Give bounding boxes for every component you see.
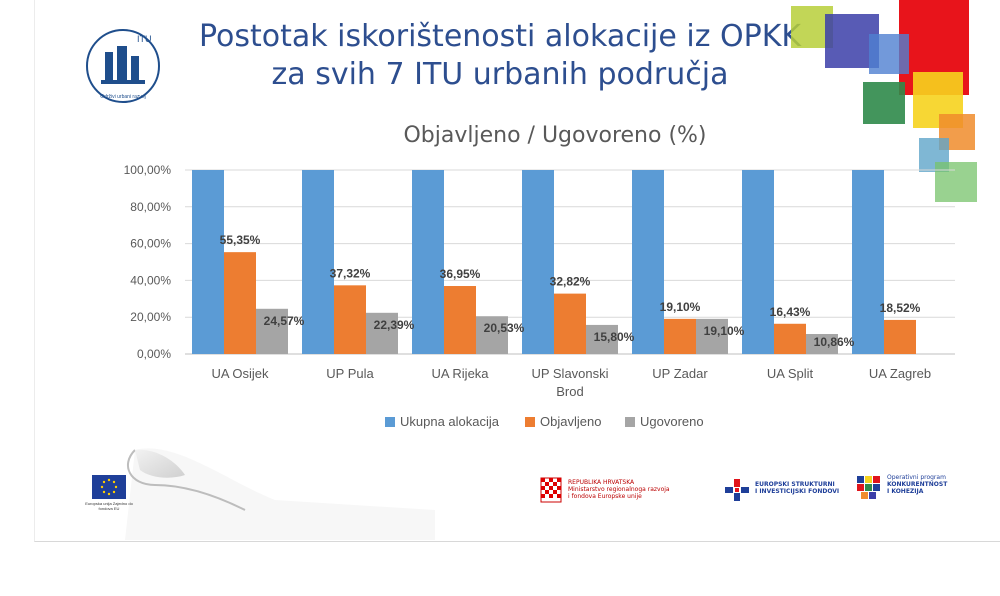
legend-swatch <box>385 417 395 427</box>
data-label: 18,52% <box>880 301 921 315</box>
x-tick-label: UP Slavonski <box>531 366 608 381</box>
slide: ITU Održivi urbani razvoj Postotak iskor… <box>34 0 1000 542</box>
data-label: 24,57% <box>264 314 305 328</box>
legend-swatch <box>525 417 535 427</box>
ministry-line-2: Ministarstvo regionalnoga razvoja <box>568 486 670 493</box>
bar-ugovoreno <box>366 312 398 354</box>
logo-caption: Održivi urbani razvoj <box>100 94 146 100</box>
bar-ukupna-alokacija <box>632 170 664 354</box>
x-tick-label: UP Pula <box>326 366 374 381</box>
bar-objavljeno <box>664 318 696 354</box>
data-label: 16,43% <box>770 305 811 319</box>
data-label: 10,86% <box>814 335 855 349</box>
data-label: 37,32% <box>330 266 371 280</box>
title-line-1: Postotak iskorištenosti alokacije iz OPK… <box>198 19 802 54</box>
opkk-mosaic-icon <box>857 476 880 499</box>
bar-objavljeno <box>334 285 366 354</box>
legend-swatch <box>625 417 635 427</box>
data-label: 36,95% <box>440 267 481 281</box>
bar-ugovoreno <box>806 334 838 354</box>
ministry-line-1: REPUBLIKA HRVATSKA <box>568 479 635 486</box>
ministry-line-3: i fondova Europske unije <box>568 493 642 500</box>
title-line-2: za svih 7 ITU urbanih područja <box>271 57 729 92</box>
opkk-logo: Operativni program KONKURENTNOST I KOHEZ… <box>857 472 987 506</box>
legend-entry: Ukupna alokacija <box>400 414 500 429</box>
esif-star-icon <box>725 479 749 501</box>
footer: Europska unija Zajedno do fondova EU REP… <box>35 430 1000 541</box>
esif-line-2: I INVESTICIJSKI FONDOVI <box>755 488 840 495</box>
bar-objavljeno <box>444 286 476 354</box>
itu-logo-icon: ITU Održivi urbani razvoj <box>86 29 160 103</box>
eu-logo: Europska unija Zajedno do fondova EU <box>79 475 139 545</box>
bar-objavljeno <box>224 252 256 354</box>
opkk-line-2: KONKURENTNOST <box>887 481 948 488</box>
bar-objavljeno <box>554 293 586 354</box>
esif-logo: EUROPSKI STRUKTURNI I INVESTICIJSKI FOND… <box>725 475 855 505</box>
bar-ukupna-alokacija <box>302 170 334 354</box>
x-tick-label: UA Rijeka <box>431 366 489 381</box>
data-label: 15,80% <box>594 330 635 344</box>
page-curl-decoration <box>125 448 435 540</box>
bar-objavljeno <box>774 323 806 354</box>
data-label: 19,10% <box>660 300 701 314</box>
slide-title: Postotak iskorištenosti alokacije iz OPK… <box>185 18 815 94</box>
x-tick-label: UA Split <box>767 366 814 381</box>
ministry-logo: REPUBLIKA HRVATSKA Ministarstvo regional… <box>540 475 700 505</box>
data-label: 20,53% <box>484 321 525 335</box>
y-tick-label: 80,00% <box>130 200 171 214</box>
data-label: 19,10% <box>704 324 745 338</box>
bar-chart: Objavljeno / Ugovoreno (%) 0,00% 20,00% 40… <box>124 123 955 429</box>
y-tick-label: 0,00% <box>137 347 171 361</box>
y-tick-label: 100,00% <box>124 163 172 177</box>
esif-line-1: EUROPSKI STRUKTURNI <box>755 481 835 488</box>
y-tick-label: 60,00% <box>130 237 171 251</box>
y-tick-label: 40,00% <box>130 273 171 287</box>
bar-ugovoreno <box>586 324 618 354</box>
opkk-line-3: I KOHEZIJA <box>887 488 924 495</box>
x-tick-label: UP Zadar <box>652 366 708 381</box>
decorative-squares <box>791 0 1000 210</box>
x-tick-label: UA Zagreb <box>869 366 931 381</box>
legend-entry: Ugovoreno <box>640 414 704 429</box>
eu-caption: Europska unija Zajedno do fondova EU <box>85 501 133 511</box>
bar-objavljeno <box>884 319 916 354</box>
bar-ugovoreno <box>696 318 728 354</box>
bar-ukupna-alokacija <box>742 170 774 354</box>
bar-ukupna-alokacija <box>852 170 884 354</box>
legend-entry: Objavljeno <box>540 414 601 429</box>
croatian-coat-of-arms-icon <box>540 477 562 503</box>
data-label: 55,35% <box>220 233 261 247</box>
bar-ukupna-alokacija <box>522 170 554 354</box>
chart-title: Objavljeno / Ugovoreno (%) <box>403 123 706 148</box>
data-label: 32,82% <box>550 275 591 289</box>
x-tick-label: Brod <box>556 384 583 399</box>
opkk-line-1: Operativni program <box>887 474 946 481</box>
bar-ugovoreno <box>256 308 288 354</box>
bar-ugovoreno <box>476 316 508 354</box>
bar-ukupna-alokacija <box>412 170 444 354</box>
eu-flag-icon <box>92 475 126 499</box>
logo-itu-text: ITU <box>137 34 152 44</box>
x-tick-label: UA Osijek <box>211 366 269 381</box>
y-tick-label: 20,00% <box>130 310 171 324</box>
data-label: 22,39% <box>374 318 415 332</box>
bar-ukupna-alokacija <box>192 170 224 354</box>
